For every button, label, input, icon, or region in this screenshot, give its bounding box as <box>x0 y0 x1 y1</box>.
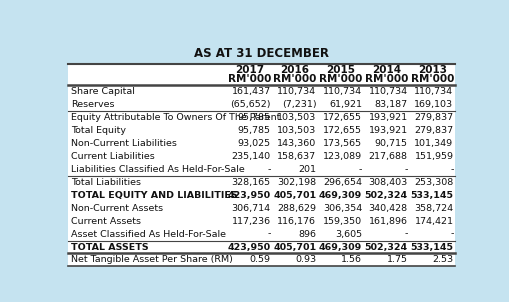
Text: 173,565: 173,565 <box>322 139 361 148</box>
Text: 340,428: 340,428 <box>368 204 407 213</box>
Text: 95,785: 95,785 <box>237 126 270 135</box>
Text: RM'000: RM'000 <box>319 74 362 84</box>
Text: (7,231): (7,231) <box>281 100 316 109</box>
Text: 116,176: 116,176 <box>277 217 316 226</box>
Text: 306,714: 306,714 <box>231 204 270 213</box>
Text: Share Capital: Share Capital <box>71 87 134 96</box>
Text: Non-Current Assets: Non-Current Assets <box>71 204 163 213</box>
Text: Non-Current Liabilities: Non-Current Liabilities <box>71 139 177 148</box>
Text: 193,921: 193,921 <box>368 113 407 122</box>
Text: 306,354: 306,354 <box>322 204 361 213</box>
Text: 533,145: 533,145 <box>410 191 453 200</box>
Text: 423,950: 423,950 <box>227 243 270 252</box>
Text: 302,198: 302,198 <box>277 178 316 187</box>
Text: Reserves: Reserves <box>71 100 114 109</box>
Text: Asset Classified As Held-For-Sale: Asset Classified As Held-For-Sale <box>71 230 225 239</box>
Text: 159,350: 159,350 <box>322 217 361 226</box>
Text: 201: 201 <box>298 165 316 174</box>
Text: 279,837: 279,837 <box>413 126 453 135</box>
Text: 308,403: 308,403 <box>368 178 407 187</box>
Text: Current Assets: Current Assets <box>71 217 140 226</box>
Text: 1.56: 1.56 <box>341 255 361 265</box>
Text: 2014: 2014 <box>371 65 400 75</box>
Text: 172,655: 172,655 <box>322 126 361 135</box>
Text: Total Equity: Total Equity <box>71 126 126 135</box>
Text: Total Liabilities: Total Liabilities <box>71 178 140 187</box>
Text: -: - <box>267 165 270 174</box>
Text: 172,655: 172,655 <box>322 113 361 122</box>
Text: 110,734: 110,734 <box>322 87 361 96</box>
Text: 358,724: 358,724 <box>413 204 453 213</box>
Text: 2.53: 2.53 <box>432 255 453 265</box>
Text: 110,734: 110,734 <box>277 87 316 96</box>
Text: TOTAL EQUITY AND LIABILITIES: TOTAL EQUITY AND LIABILITIES <box>71 191 237 200</box>
Text: 90,715: 90,715 <box>374 139 407 148</box>
Text: 61,921: 61,921 <box>328 100 361 109</box>
Text: 328,165: 328,165 <box>231 178 270 187</box>
Text: 502,324: 502,324 <box>364 191 407 200</box>
Text: 3,605: 3,605 <box>334 230 361 239</box>
Text: 193,921: 193,921 <box>368 126 407 135</box>
Text: Current Liabilities: Current Liabilities <box>71 152 154 161</box>
Text: AS AT 31 DECEMBER: AS AT 31 DECEMBER <box>193 47 328 60</box>
Text: 0.59: 0.59 <box>249 255 270 265</box>
Text: RM'000: RM'000 <box>364 74 407 84</box>
Text: -: - <box>449 165 453 174</box>
Text: 95,785: 95,785 <box>237 113 270 122</box>
Text: 217,688: 217,688 <box>368 152 407 161</box>
Text: 253,308: 253,308 <box>413 178 453 187</box>
Text: -: - <box>404 230 407 239</box>
Text: 103,503: 103,503 <box>276 126 316 135</box>
Text: 405,701: 405,701 <box>273 243 316 252</box>
Text: 174,421: 174,421 <box>414 217 453 226</box>
Text: 1.75: 1.75 <box>386 255 407 265</box>
Text: 502,324: 502,324 <box>364 243 407 252</box>
Text: 279,837: 279,837 <box>413 113 453 122</box>
Text: Net Tangible Asset Per Share (RM): Net Tangible Asset Per Share (RM) <box>71 255 232 265</box>
Text: 117,236: 117,236 <box>231 217 270 226</box>
Text: 469,309: 469,309 <box>318 243 361 252</box>
Text: RM'000: RM'000 <box>227 74 270 84</box>
Text: 169,103: 169,103 <box>413 100 453 109</box>
Text: 0.93: 0.93 <box>295 255 316 265</box>
Text: 158,637: 158,637 <box>277 152 316 161</box>
Text: TOTAL ASSETS: TOTAL ASSETS <box>71 243 148 252</box>
Text: 533,145: 533,145 <box>410 243 453 252</box>
Text: (65,652): (65,652) <box>230 100 270 109</box>
Text: -: - <box>404 165 407 174</box>
Text: 161,896: 161,896 <box>368 217 407 226</box>
Text: 2017: 2017 <box>234 65 264 75</box>
Text: 151,959: 151,959 <box>414 152 453 161</box>
Text: 469,309: 469,309 <box>318 191 361 200</box>
Text: -: - <box>267 230 270 239</box>
Text: 2016: 2016 <box>280 65 309 75</box>
Text: 288,629: 288,629 <box>277 204 316 213</box>
Text: -: - <box>358 165 361 174</box>
Text: 93,025: 93,025 <box>237 139 270 148</box>
Text: 296,654: 296,654 <box>322 178 361 187</box>
Text: 101,349: 101,349 <box>413 139 453 148</box>
Bar <box>68 64 454 266</box>
Text: RM'000: RM'000 <box>273 74 316 84</box>
Text: 161,437: 161,437 <box>231 87 270 96</box>
Text: 423,950: 423,950 <box>227 191 270 200</box>
Text: 103,503: 103,503 <box>276 113 316 122</box>
Text: 83,187: 83,187 <box>374 100 407 109</box>
Text: 143,360: 143,360 <box>276 139 316 148</box>
Text: Equity Attributable To Owners Of The Parent: Equity Attributable To Owners Of The Par… <box>71 113 279 122</box>
Text: 235,140: 235,140 <box>231 152 270 161</box>
Text: 405,701: 405,701 <box>273 191 316 200</box>
Text: Liabilities Classified As Held-For-Sale: Liabilities Classified As Held-For-Sale <box>71 165 244 174</box>
Text: 2015: 2015 <box>326 65 355 75</box>
Text: -: - <box>449 230 453 239</box>
Text: 2013: 2013 <box>417 65 446 75</box>
Text: 110,734: 110,734 <box>413 87 453 96</box>
Text: 123,089: 123,089 <box>322 152 361 161</box>
Text: 896: 896 <box>298 230 316 239</box>
Text: RM'000: RM'000 <box>410 74 453 84</box>
Text: 110,734: 110,734 <box>368 87 407 96</box>
